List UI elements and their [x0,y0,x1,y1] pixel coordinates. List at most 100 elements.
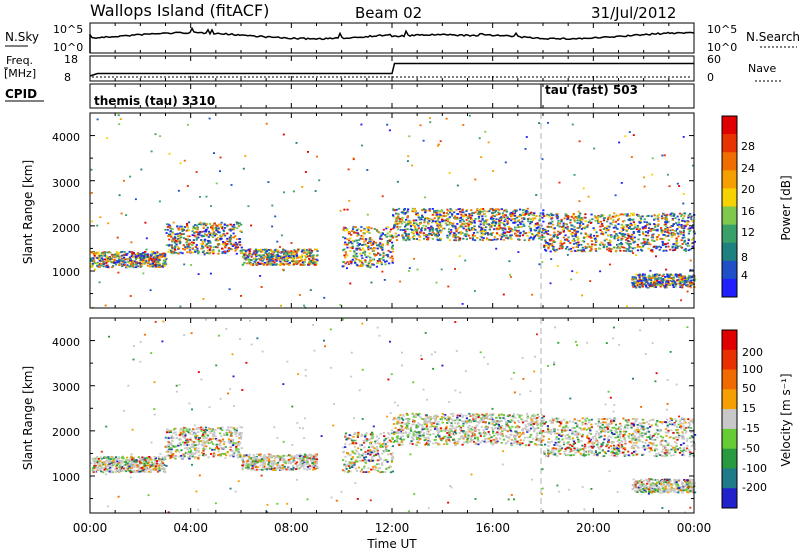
noise-panel: N.Sky 10^5 10^0 10^5 10^0 N.Search [5,22,800,54]
echo-cell [467,228,471,230]
echo-cell [222,242,225,244]
echo-cell [361,247,365,250]
echo-cell [573,249,576,252]
echo-cell [578,222,581,225]
echo-cell [449,221,452,224]
echo-cell [234,241,237,244]
echo-cell [559,245,562,248]
echo-cell [514,229,517,231]
echo-cell [391,236,394,239]
colorbar-cell [722,116,737,135]
echo-cell [415,223,418,226]
echo-cell [133,459,136,462]
echo-cell [282,262,285,265]
echo-cell [582,250,585,252]
echo-cell [690,218,693,221]
echo-cell [155,260,158,263]
echo-cell [245,463,248,465]
echo-cell [397,215,400,218]
echo-cell [118,194,121,197]
echo-cell [571,123,574,126]
echo-cell [448,172,451,174]
echo-cell [676,273,679,276]
echo-cell [102,467,105,469]
echo-cell [278,256,282,259]
echo-cell [481,228,484,230]
echo-cell [196,233,200,236]
power-ytick-2000: 2000 [52,222,80,235]
echo-cell [506,216,509,218]
echo-cell [448,228,451,231]
echo-cell [563,242,566,245]
echo-cell [236,222,239,225]
echo-cell [347,263,350,265]
echo-cell [286,251,289,254]
echo-cell [639,218,643,220]
echo-cell [468,114,471,117]
echo-cell [177,227,180,230]
echo-cell [311,254,314,257]
echo-cell [237,451,240,453]
echo-cell [110,258,114,260]
echo-cell [423,217,427,220]
echo-cell [677,221,680,224]
echo-cell [536,234,539,236]
echo-cell [668,280,671,283]
echo-cell [91,467,94,470]
echo-cell [447,223,450,226]
echo-cell [149,466,152,469]
echo-cell [523,225,526,227]
echo-cell [205,195,208,198]
echo-cell [267,249,270,251]
echo-cell [578,200,581,203]
echo-cell [642,237,645,240]
echo-cell [235,446,238,448]
echo-cell [246,262,249,265]
echo-cell [202,446,205,448]
echo-cell [473,220,476,222]
echo-cell [412,231,415,234]
echo-cell [125,470,128,473]
echo-cell [657,223,660,226]
echo-cell [483,233,486,236]
echo-cell [238,241,242,243]
echo-cell [173,246,176,249]
echo-cell [114,460,117,462]
echo-cell [221,226,224,228]
echo-cell [419,221,422,224]
echo-cell [280,257,283,260]
echo-cell [187,441,190,443]
echo-cell [162,255,165,258]
echo-cell [666,227,669,229]
echo-cell [688,274,691,277]
echo-cell [673,233,676,236]
echo-cell [431,213,434,216]
echo-cell [471,218,474,221]
echo-cell [202,223,205,226]
echo-cell [638,221,641,224]
echo-cell [608,225,611,228]
echo-cell [446,234,449,237]
echo-cell [397,222,401,225]
echo-cell [133,260,136,263]
echo-cell [640,248,643,251]
echo-cell [208,430,211,433]
echo-cell [529,221,532,223]
echo-cell [381,243,385,246]
echo-cell [523,218,526,220]
echo-cell [577,243,580,245]
echo-cell [606,220,609,223]
echo-cell [130,465,133,467]
echo-cell [645,284,648,287]
echo-cell [233,223,236,226]
echo-cell [618,232,621,234]
echo-cell [161,468,164,471]
echo-cell [389,256,392,259]
echo-cell [522,213,525,216]
echo-cell [620,239,623,241]
echo-cell [356,234,359,237]
echo-cell [308,249,311,252]
echo-cell [102,263,105,265]
echo-cell [620,230,623,233]
echo-cell [229,448,232,451]
